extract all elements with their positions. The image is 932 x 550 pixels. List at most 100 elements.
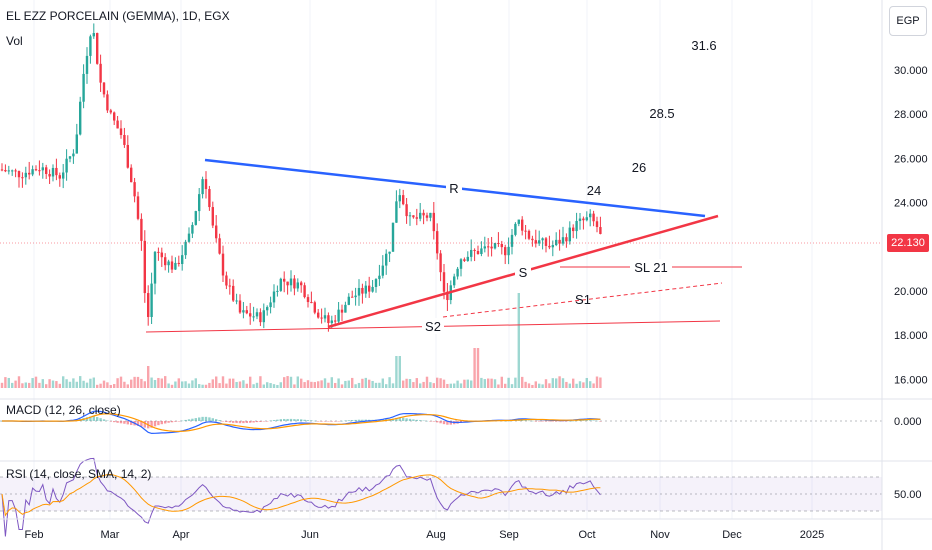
volume-bar — [395, 356, 398, 388]
volume-bar — [228, 378, 231, 388]
macd-bar — [208, 417, 211, 421]
volume-bar — [184, 381, 187, 388]
volume-bar — [211, 379, 214, 388]
last-price-badge: 22.130 — [887, 234, 929, 252]
target-28-5: 28.5 — [649, 106, 674, 121]
volume-bar — [28, 382, 31, 388]
macd-bar — [415, 419, 418, 421]
candle-body — [150, 283, 153, 317]
macd-bar — [228, 421, 231, 423]
macd-bar — [408, 418, 412, 421]
volume-bar — [286, 376, 289, 388]
volume-bar — [75, 381, 78, 388]
candle-body — [164, 257, 167, 266]
volume-bar — [62, 376, 65, 388]
volume-bar — [585, 377, 588, 388]
volume-bar — [45, 384, 48, 388]
candle-body — [405, 204, 408, 217]
macd-bar — [201, 416, 204, 421]
macd-bar — [235, 421, 238, 424]
candle-body — [490, 246, 493, 249]
support1-line[interactable] — [442, 282, 723, 318]
volume-bar — [320, 380, 323, 388]
volume-bar — [255, 382, 259, 388]
volume-bar — [317, 381, 320, 388]
volume-bar — [517, 293, 520, 388]
candle-body — [381, 265, 384, 276]
volume-bar — [55, 381, 58, 388]
volume-bar — [575, 383, 578, 388]
candle-body — [582, 218, 585, 221]
macd-bar — [551, 421, 554, 422]
macd-bar — [395, 417, 398, 421]
volume-bar — [589, 381, 592, 388]
candle-body — [55, 167, 58, 176]
macd-bar — [85, 417, 89, 421]
time-tick-label: Jun — [301, 529, 319, 541]
candle-body — [561, 237, 565, 244]
candle-body — [514, 223, 517, 235]
candle-body — [119, 128, 123, 135]
macd-bar — [283, 418, 286, 421]
candle-body — [572, 227, 575, 232]
volume-bar — [106, 382, 109, 388]
macd-bar — [221, 421, 225, 422]
volume-bar — [204, 384, 208, 388]
candle-body — [24, 172, 27, 178]
volume-bar — [14, 380, 17, 388]
volume-bar — [164, 376, 167, 388]
candle-body — [558, 239, 561, 244]
candle-body — [541, 238, 544, 241]
candle-body — [266, 307, 269, 311]
volume-bar — [38, 382, 41, 388]
macd-bar — [262, 421, 265, 422]
candle-body — [473, 249, 476, 252]
candle-body — [398, 195, 401, 202]
candle-body — [279, 278, 282, 291]
candle-body — [181, 255, 184, 264]
candle-body — [283, 278, 286, 282]
macd-bar — [439, 421, 442, 424]
macd-bar — [558, 421, 561, 422]
macd-bar — [293, 419, 296, 421]
macd-bar — [191, 418, 194, 421]
volume-bar — [548, 383, 551, 388]
volume-bar — [65, 379, 68, 388]
candle-body — [351, 296, 354, 298]
currency-button[interactable]: EGP — [889, 6, 927, 36]
macd-bar — [225, 421, 228, 422]
macd-bar — [204, 416, 208, 421]
volume-bar — [347, 380, 350, 388]
macd-bar — [442, 421, 446, 425]
macd-bar — [99, 418, 102, 421]
volume-bar — [578, 381, 582, 388]
volume-bar — [99, 383, 102, 388]
candle-body — [255, 312, 259, 317]
volume-bar — [102, 380, 106, 388]
volume-bar — [544, 379, 548, 388]
time-axis[interactable]: Feb Mar Apr Jun Aug Sep Oct Nov Dec 2025 — [25, 529, 825, 541]
macd-bar — [194, 418, 197, 421]
candle-body — [153, 251, 157, 284]
volume-bar — [504, 383, 507, 388]
candle-body — [466, 256, 469, 261]
volume-bar — [595, 376, 599, 388]
macd-bar — [357, 419, 361, 421]
candle-body — [371, 286, 374, 292]
candle-body — [79, 101, 82, 135]
price-axis[interactable]: 30.00028.00026.00024.00022.00020.00018.0… — [894, 65, 928, 386]
candle-body — [395, 201, 398, 223]
candle-body — [7, 170, 10, 172]
support1-label: S1 — [575, 292, 591, 307]
macd-bar — [259, 421, 262, 422]
volume-bar — [378, 382, 381, 388]
volume-bar — [300, 378, 303, 388]
candle-body — [412, 215, 415, 218]
volume-bar — [334, 382, 337, 388]
volume-bar — [425, 376, 429, 388]
macd-bar — [402, 417, 405, 421]
volume-bar — [354, 384, 357, 388]
macd-bar — [334, 421, 337, 422]
volume-bar — [344, 380, 347, 388]
